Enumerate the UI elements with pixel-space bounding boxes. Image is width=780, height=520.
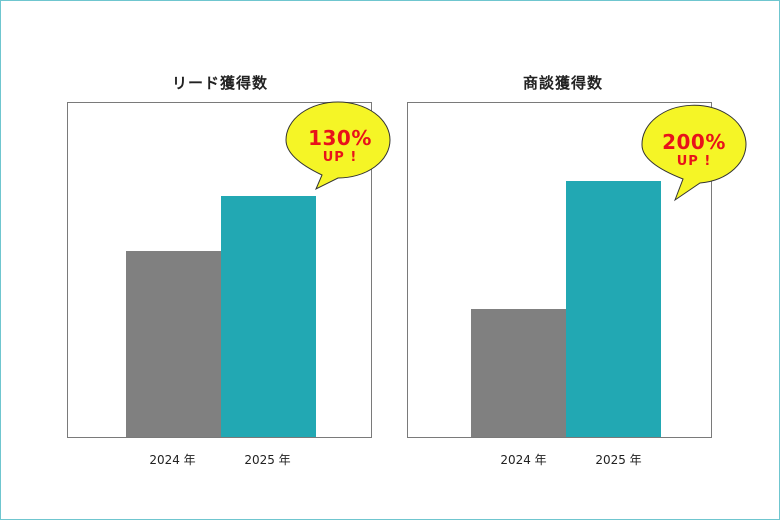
bar-deals-2025 [566, 181, 661, 437]
x-tick-label: 2024 年 [149, 453, 196, 467]
callout-text-deals: 200% UP ! [642, 132, 746, 168]
callout-sub: UP ! [322, 150, 358, 165]
x-tick-label: 2025 年 [595, 453, 642, 467]
callout-sub: UP ! [676, 154, 712, 169]
callout-value: 200% [662, 130, 726, 154]
chart-title-deals: 商談獲得数 [522, 74, 603, 92]
callout-text-leads: 130% UP ! [288, 128, 392, 164]
bar-leads-2024 [126, 251, 221, 437]
x-tick-label: 2025 年 [244, 453, 291, 467]
bar-deals-2024 [471, 309, 566, 437]
chart-title-leads: リード獲得数 [171, 74, 268, 92]
bar-leads-2025 [221, 196, 316, 437]
x-tick-label: 2024 年 [500, 453, 547, 467]
callout-value: 130% [308, 126, 372, 150]
